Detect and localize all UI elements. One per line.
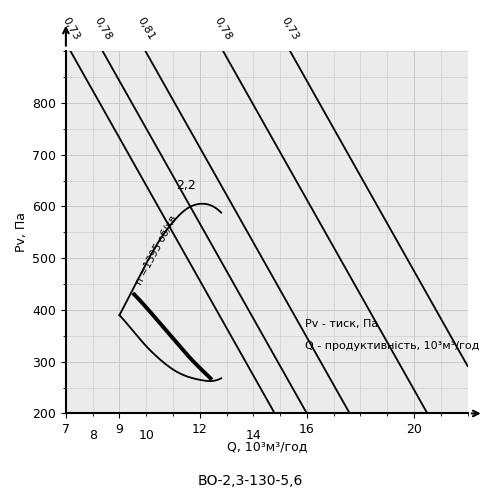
Text: ВО-2,3-130-5,6: ВО-2,3-130-5,6: [198, 474, 302, 488]
Text: 14: 14: [246, 429, 261, 442]
Text: 0,78: 0,78: [92, 15, 113, 42]
Text: Q - продуктивність, 10³м³/год: Q - продуктивність, 10³м³/год: [305, 341, 480, 351]
Text: 0,73: 0,73: [280, 16, 300, 42]
Text: 2,2: 2,2: [176, 179, 196, 192]
Text: 0,73: 0,73: [60, 16, 81, 42]
X-axis label: Q, 10³м³/год: Q, 10³м³/год: [226, 440, 307, 454]
Text: n =1395 об/хв: n =1395 об/хв: [134, 214, 179, 286]
Text: Pv - тиск, Па: Pv - тиск, Па: [305, 319, 378, 329]
Text: 0,81: 0,81: [135, 16, 156, 42]
Text: 0,78: 0,78: [212, 15, 234, 42]
Text: 8: 8: [88, 429, 96, 442]
Text: 10: 10: [138, 429, 154, 442]
Y-axis label: Pv, Па: Pv, Па: [15, 212, 28, 252]
